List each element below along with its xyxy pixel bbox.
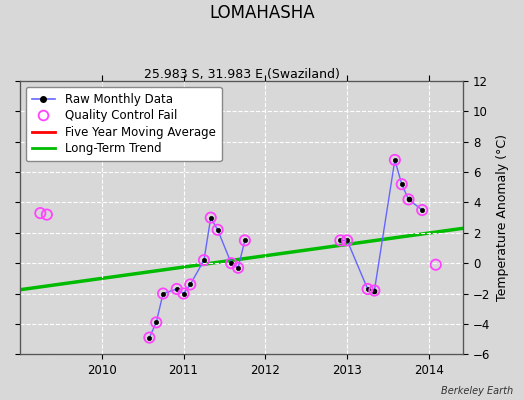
- Point: [172, 286, 181, 292]
- Point: [179, 290, 188, 297]
- Y-axis label: Temperature Anomaly (°C): Temperature Anomaly (°C): [496, 134, 509, 301]
- Point: [200, 257, 208, 263]
- Point: [418, 207, 427, 213]
- Point: [186, 281, 194, 288]
- Legend: Raw Monthly Data, Quality Control Fail, Five Year Moving Average, Long-Term Tren: Raw Monthly Data, Quality Control Fail, …: [26, 87, 222, 161]
- Point: [391, 157, 399, 163]
- Point: [405, 196, 413, 203]
- Point: [364, 286, 372, 292]
- Point: [432, 262, 440, 268]
- Point: [36, 210, 45, 216]
- Point: [159, 290, 167, 297]
- Point: [343, 237, 352, 244]
- Point: [227, 260, 235, 266]
- Point: [241, 237, 249, 244]
- Point: [234, 264, 242, 271]
- Point: [152, 319, 160, 326]
- Point: [206, 214, 215, 221]
- Point: [398, 181, 406, 188]
- Point: [370, 287, 379, 294]
- Point: [213, 226, 222, 233]
- Point: [145, 334, 154, 341]
- Point: [336, 237, 345, 244]
- Text: LOMAHASHA: LOMAHASHA: [209, 4, 315, 22]
- Title: 25.983 S, 31.983 E (Swaziland): 25.983 S, 31.983 E (Swaziland): [144, 68, 340, 81]
- Text: Berkeley Earth: Berkeley Earth: [441, 386, 514, 396]
- Point: [42, 212, 51, 218]
